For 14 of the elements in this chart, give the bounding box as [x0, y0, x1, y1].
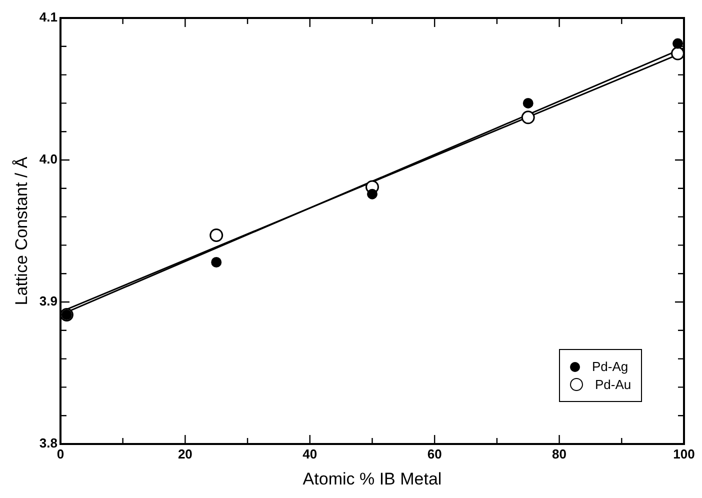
legend-label: Pd-Au	[595, 377, 632, 392]
x-tick-label: 80	[552, 446, 567, 462]
y-tick-label: 4.1	[39, 10, 58, 25]
x-tick-label: 20	[178, 446, 192, 462]
y-tick-label: 4.0	[39, 152, 58, 167]
x-axis-title: Atomic % IB Metal	[302, 469, 442, 488]
y-tick-label: 3.9	[39, 294, 58, 309]
x-tick-label: 40	[302, 446, 318, 462]
x-tick-label: 60	[427, 446, 442, 462]
y-axis-title: Lattice Constant / Å	[12, 156, 31, 306]
legend-label: Pd-Ag	[592, 359, 628, 374]
x-tick-label: 0	[56, 446, 64, 462]
x-tick-label: 100	[673, 446, 695, 462]
text: 3.8	[39, 436, 58, 451]
